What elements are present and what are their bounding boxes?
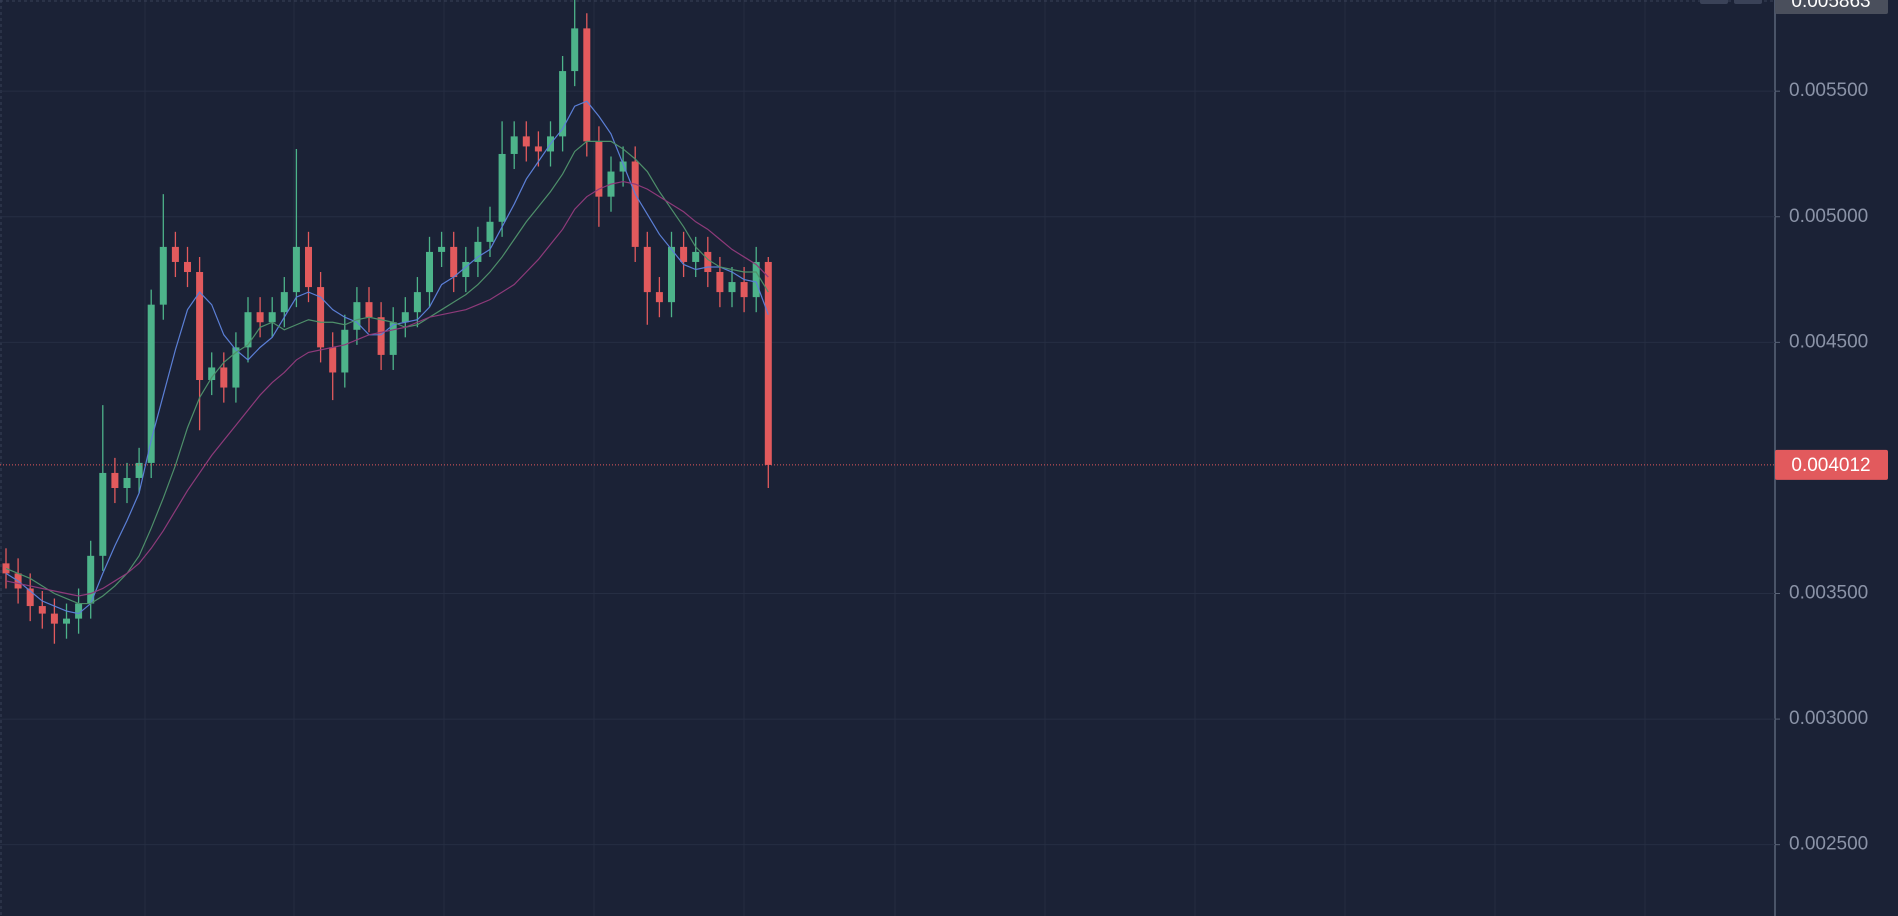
y-tick-label: 0.004500 (1789, 331, 1868, 352)
candle-body (256, 312, 264, 323)
candle-body (341, 329, 349, 373)
candle-body (764, 261, 772, 465)
candle-body (619, 161, 627, 172)
y-tick-label: 0.003500 (1789, 583, 1868, 604)
max-price-label: 0.005863 (1791, 0, 1870, 12)
candle-body (123, 477, 131, 489)
candle-body (111, 472, 119, 489)
candle-body (87, 555, 95, 604)
candle-body (655, 292, 663, 303)
candle-body (692, 251, 700, 262)
candle-body (292, 246, 300, 293)
candle-body (595, 141, 603, 197)
candle-body (99, 472, 107, 556)
candle-body (365, 302, 373, 318)
toolbar-icon[interactable] (1700, 0, 1728, 4)
candle-body (559, 71, 567, 137)
y-tick-label: 0.005000 (1789, 206, 1868, 227)
toolbar-icon[interactable] (1734, 0, 1762, 4)
moving-average-line (5, 180, 769, 597)
candle-body (728, 282, 736, 293)
candle-body (353, 302, 361, 330)
candle-body (571, 28, 579, 72)
y-tick-label: 0.002500 (1789, 834, 1868, 855)
candle-body (159, 246, 167, 305)
vertical-grid (144, 0, 1646, 916)
moving-average-line (5, 100, 769, 615)
candle-body (510, 136, 518, 154)
candle-body (171, 246, 179, 262)
moving-average-line (5, 140, 769, 605)
candle-body (305, 246, 312, 288)
candle-body (389, 322, 397, 355)
candle-body (643, 246, 651, 293)
candle-body (680, 246, 688, 262)
candle-body (26, 588, 34, 607)
candle-body (220, 367, 228, 388)
last-price-label: 0.004012 (1791, 455, 1870, 476)
candle-body (38, 606, 46, 614)
candle-body (752, 261, 760, 298)
candle-body (377, 317, 385, 355)
candles (2, 0, 772, 644)
candle-body (534, 146, 542, 152)
candle-body (438, 246, 446, 252)
candle-body (317, 287, 325, 348)
candle-body (474, 241, 482, 262)
candle-body (268, 312, 276, 323)
y-tick-label: 0.005500 (1789, 80, 1868, 101)
candle-body (196, 272, 204, 381)
candle-body (135, 462, 143, 478)
candle-body (583, 28, 591, 142)
candle-body (184, 261, 191, 273)
candle-body (413, 292, 421, 313)
candle-body (486, 221, 494, 242)
candle-body (208, 367, 216, 381)
last-price-badge (1775, 449, 1888, 480)
candle-body (716, 272, 724, 293)
candle-body (498, 153, 506, 222)
candle-body (329, 347, 337, 373)
candle-body (426, 251, 433, 293)
candle-body (75, 603, 83, 619)
max-price-badge (1775, 0, 1888, 14)
candle-body (450, 246, 458, 278)
candle-body (63, 618, 70, 624)
candle-body (704, 251, 712, 273)
candle-body (522, 136, 530, 147)
candle-body (740, 282, 748, 298)
candle-body (280, 292, 288, 313)
candle-body (147, 304, 155, 463)
candle-body (244, 312, 252, 348)
candle-body (232, 347, 240, 388)
y-tick-label: 0.003000 (1789, 708, 1868, 729)
candle-body (668, 246, 675, 303)
candle-body (50, 613, 58, 624)
candle-body (462, 261, 470, 278)
candle-body (401, 312, 409, 323)
candle-body (631, 161, 639, 247)
